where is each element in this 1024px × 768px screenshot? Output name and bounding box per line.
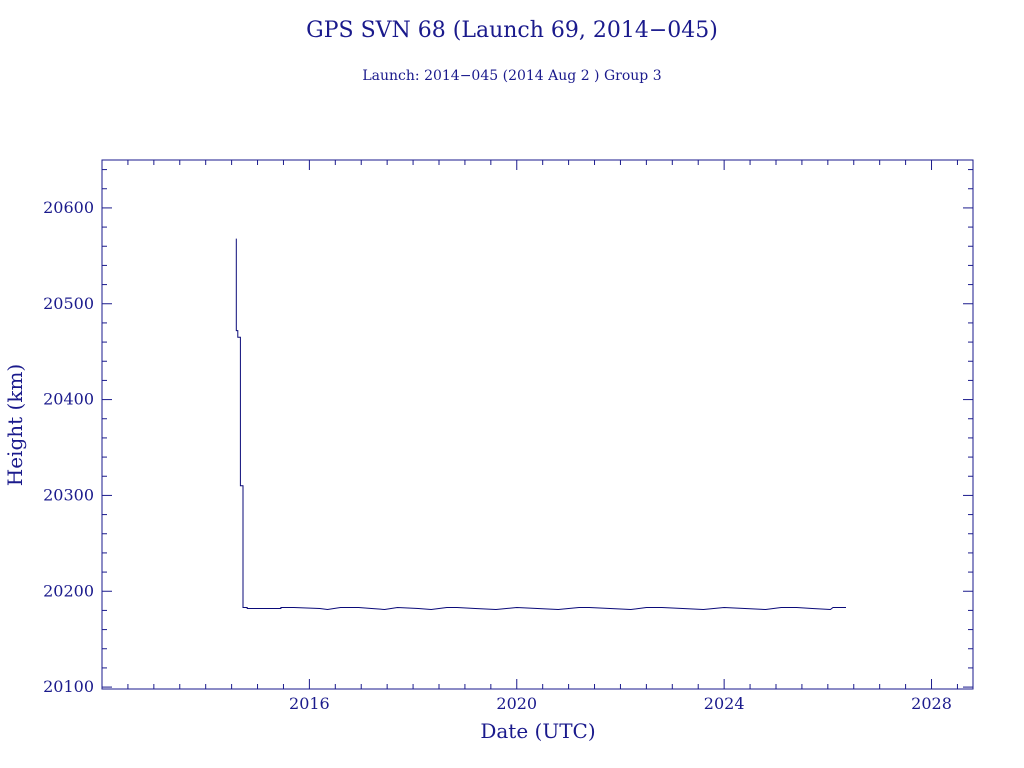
chart-subtitle: Launch: 2014−045 (2014 Aug 2 ) Group 3	[362, 68, 661, 84]
x-tick-label: 2028	[911, 694, 952, 713]
chart-title: GPS SVN 68 (Launch 69, 2014−045)	[306, 18, 718, 43]
data-marks	[235, 238, 846, 611]
y-tick-label: 20100	[43, 677, 94, 696]
y-tick-label: 20300	[43, 485, 94, 504]
y-tick-label: 20400	[43, 390, 94, 409]
series-line-0	[235, 238, 846, 611]
y-tick-label: 20500	[43, 294, 94, 313]
axes: 2016 2020 2024 2028 20100 20200 20300 20400 2050…	[43, 159, 974, 713]
x-axis-title: Date (UTC)	[480, 719, 595, 743]
x-tick-label: 2016	[289, 694, 330, 713]
y-tick-label: 20200	[43, 581, 94, 600]
x-tick-label: 2020	[496, 694, 537, 713]
plot-frame	[101, 159, 974, 690]
y-axis-title: Height (km)	[3, 364, 27, 486]
y-tick-label: 20600	[43, 198, 94, 217]
x-tick-label: 2024	[704, 694, 745, 713]
